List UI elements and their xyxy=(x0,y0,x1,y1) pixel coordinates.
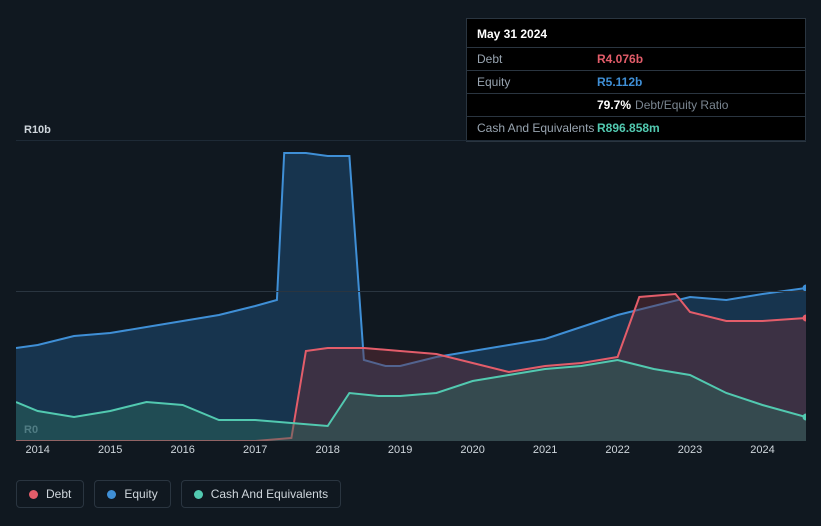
info-row-value: 79.7%Debt/Equity Ratio xyxy=(597,98,795,112)
info-row-label: Cash And Equivalents xyxy=(477,121,597,135)
legend-item-cash-and-equivalents[interactable]: Cash And Equivalents xyxy=(181,480,341,508)
info-row: Cash And EquivalentsR896.858m xyxy=(467,117,805,139)
info-row-value: R4.076b xyxy=(597,52,795,66)
info-row-label xyxy=(477,98,597,112)
info-row: DebtR4.076b xyxy=(467,48,805,71)
legend-label: Equity xyxy=(124,487,157,501)
x-tick-label: 2018 xyxy=(315,444,339,456)
x-tick-label: 2020 xyxy=(460,444,484,456)
x-axis: 2014 2015 2016 2017 2018 2019 2020 2021 2022 2023… xyxy=(16,444,806,464)
x-tick-label: 2016 xyxy=(170,444,194,456)
info-row: EquityR5.112b xyxy=(467,71,805,94)
legend-item-debt[interactable]: Debt xyxy=(16,480,84,508)
info-row-label: Debt xyxy=(477,52,597,66)
legend-item-equity[interactable]: Equity xyxy=(94,480,170,508)
legend-label: Debt xyxy=(46,487,71,501)
legend-dot-icon xyxy=(29,490,38,499)
x-tick-label: 2014 xyxy=(25,444,49,456)
legend: Debt Equity Cash And Equivalents xyxy=(16,480,341,508)
legend-dot-icon xyxy=(194,490,203,499)
y-label-max: R10b xyxy=(24,124,51,136)
chart-plot xyxy=(16,140,806,440)
x-tick-label: 2024 xyxy=(750,444,774,456)
chart-root: May 31 2024 DebtR4.076bEquityR5.112b79.7… xyxy=(0,0,821,526)
legend-dot-icon xyxy=(107,490,116,499)
info-row: 79.7%Debt/Equity Ratio xyxy=(467,94,805,117)
x-tick-label: 2015 xyxy=(98,444,122,456)
x-tick-label: 2019 xyxy=(388,444,412,456)
legend-label: Cash And Equivalents xyxy=(211,487,328,501)
info-row-value: R896.858m xyxy=(597,121,795,135)
x-tick-label: 2021 xyxy=(533,444,557,456)
x-tick-label: 2017 xyxy=(243,444,267,456)
x-tick-label: 2023 xyxy=(678,444,702,456)
x-tick-label: 2022 xyxy=(605,444,629,456)
info-row-label: Equity xyxy=(477,75,597,89)
info-date: May 31 2024 xyxy=(467,21,805,48)
info-row-value: R5.112b xyxy=(597,75,795,89)
info-box: May 31 2024 DebtR4.076bEquityR5.112b79.7… xyxy=(466,18,806,142)
grid-line xyxy=(16,291,806,292)
